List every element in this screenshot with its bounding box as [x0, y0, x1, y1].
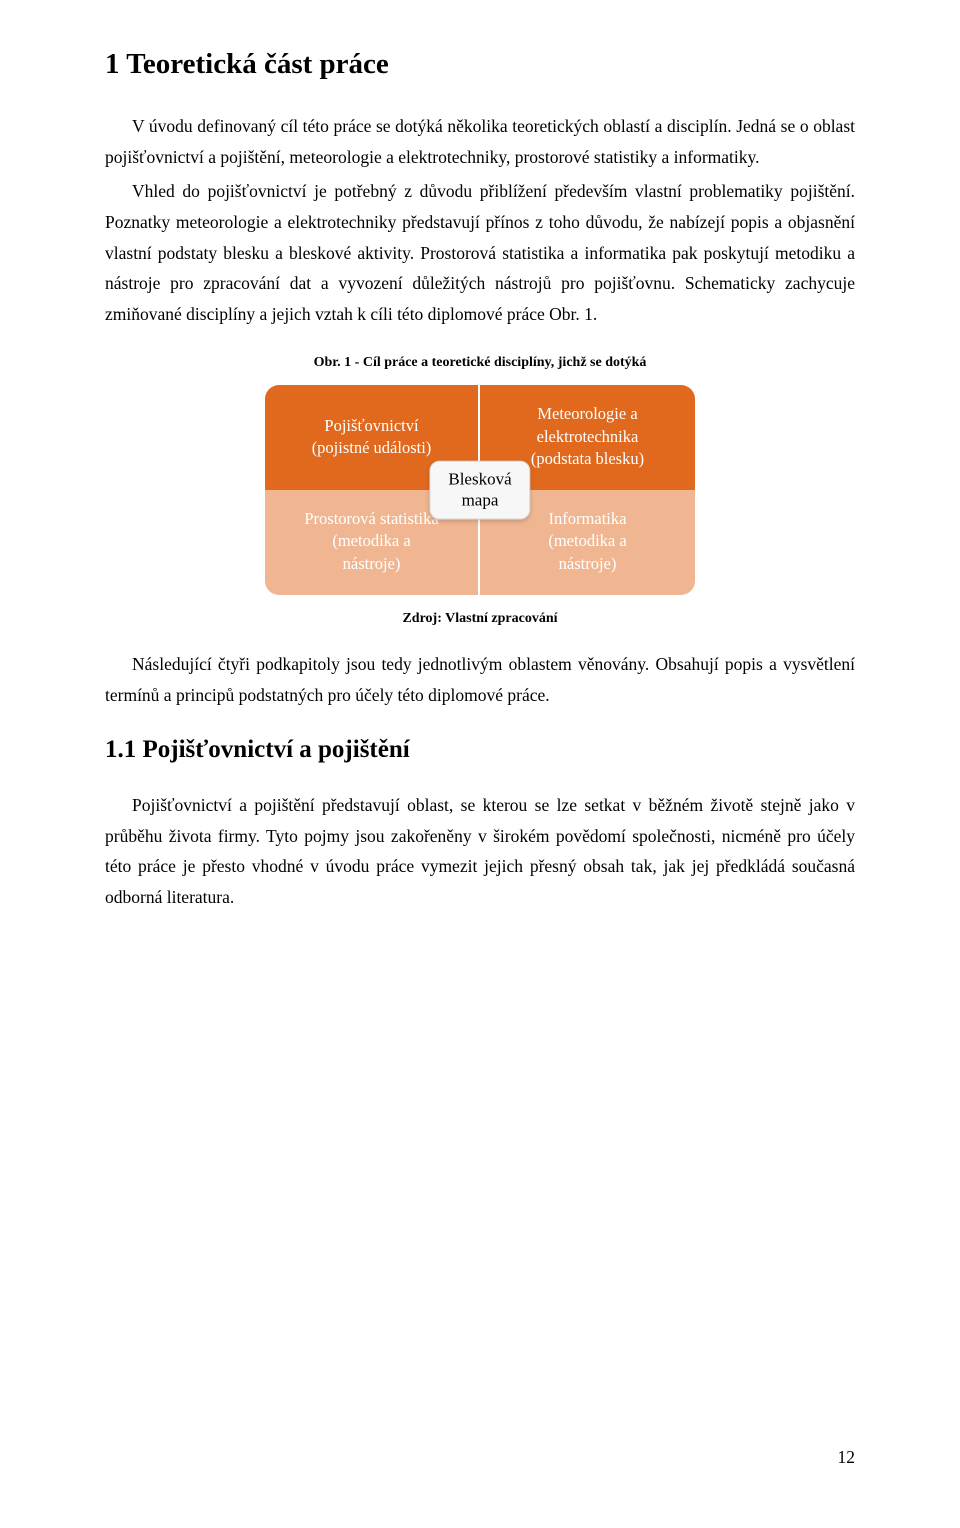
paragraph-2: Vhled do pojišťovnictví je potřebný z dů… — [105, 176, 855, 329]
paragraph-1: V úvodu definovaný cíl této práce se dot… — [105, 111, 855, 172]
paragraph-3: Následující čtyři podkapitoly jsou tedy … — [105, 649, 855, 710]
diagram-br-line2: (metodika a — [494, 530, 681, 552]
diagram-bl-line2: (metodika a — [279, 530, 464, 552]
diagram-center-line1: Blesková — [448, 470, 511, 490]
figure-diagram: Pojišťovnictví (pojistné události) Meteo… — [265, 385, 695, 595]
diagram-center-line2: mapa — [448, 490, 511, 510]
heading-1: 1 Teoretická část práce — [105, 48, 855, 81]
page-number: 12 — [838, 1447, 856, 1468]
diagram-tl-line2: (pojistné události) — [279, 437, 464, 459]
figure-source: Zdroj: Vlastní zpracování — [105, 611, 855, 627]
heading-1-1: 1.1 Pojišťovnictví a pojištění — [105, 736, 855, 764]
figure-caption: Obr. 1 - Cíl práce a teoretické disciplí… — [105, 355, 855, 371]
diagram-tr-line1: Meteorologie a — [494, 403, 681, 425]
diagram-tr-line2: elektrotechnika — [494, 426, 681, 448]
diagram-br-line3: nástroje) — [494, 553, 681, 575]
diagram-bl-line3: nástroje) — [279, 553, 464, 575]
paragraph-4: Pojišťovnictví a pojištění představují o… — [105, 790, 855, 913]
diagram-center-badge: Blesková mapa — [429, 461, 530, 520]
diagram-tl-line1: Pojišťovnictví — [279, 415, 464, 437]
